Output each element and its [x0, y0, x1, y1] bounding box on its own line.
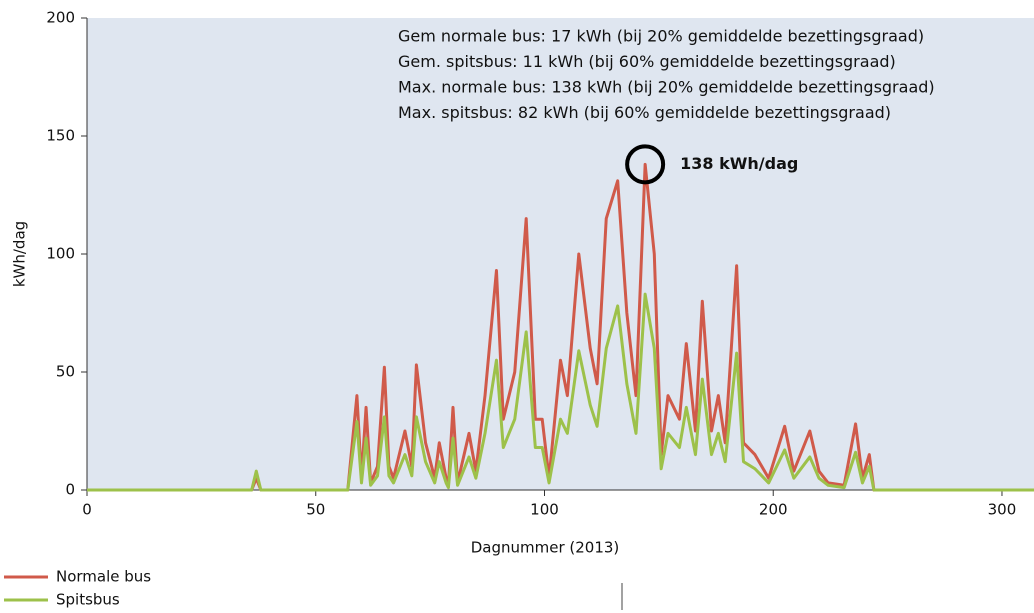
x-tick-label: 0	[82, 501, 92, 519]
y-tick-label: 200	[46, 9, 75, 27]
annotation: Gem normale bus: 17 kWh (bij 20% gemidde…	[398, 27, 924, 46]
legend-label: Normale bus	[56, 568, 151, 586]
x-tick-label: 100	[530, 501, 559, 519]
y-axis-title: kWh/dag	[11, 221, 29, 287]
annotation: Max. normale bus: 138 kWh (bij 20% gemid…	[398, 78, 935, 97]
y-tick-label: 150	[46, 127, 75, 145]
annotation: Max. spitsbus: 82 kWh (bij 60% gemiddeld…	[398, 103, 891, 122]
plot-area	[87, 18, 1034, 490]
x-tick-label: 300	[988, 501, 1017, 519]
y-tick-label: 50	[56, 363, 75, 381]
x-tick-label: 50	[306, 501, 325, 519]
series-line	[87, 292, 1034, 492]
x-tick-label: 200	[759, 501, 788, 519]
peak-marker	[625, 144, 666, 185]
annotation: Gem. spitsbus: 11 kWh (bij 60% gemiddeld…	[398, 52, 896, 71]
legend-label: Spitsbus	[56, 591, 120, 609]
x-axis-title: Dagnummer (2013)	[471, 539, 620, 557]
y-tick-label: 0	[65, 481, 75, 499]
y-tick-label: 100	[46, 245, 75, 263]
peak-label: 138 kWh/dag	[680, 154, 798, 173]
